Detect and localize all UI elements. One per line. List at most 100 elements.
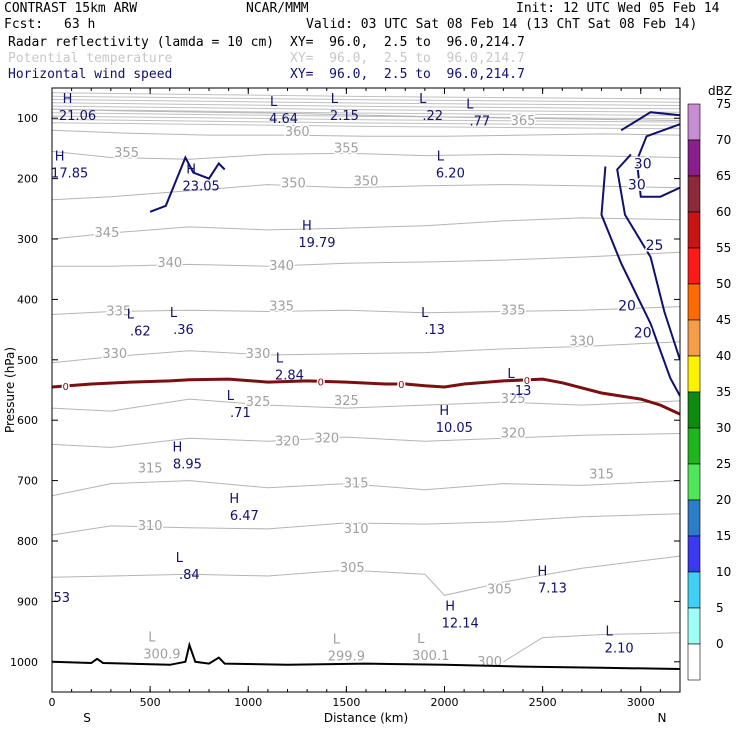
extremum-value: .22 xyxy=(422,109,443,124)
field-theta-name: Potential temperature xyxy=(8,51,173,66)
plot-area: 365 360 355 355 350 350 345 340 340 335 335 335 330 3… xyxy=(51,92,680,671)
theta-label: 355 xyxy=(334,141,359,156)
extremum-value: 17.85 xyxy=(51,166,88,181)
x-tick-label: 0 xyxy=(49,696,56,709)
extremum-letter: H xyxy=(173,440,183,455)
extremum-letter: L xyxy=(176,551,184,566)
extremum-letter: L xyxy=(417,632,425,647)
extremum-letter: H xyxy=(229,492,239,507)
extremum-letter: H xyxy=(439,404,449,419)
colorbar-swatch-15 xyxy=(687,535,701,573)
colorbar-swatch-40 xyxy=(687,355,701,393)
theta-contour-345 xyxy=(52,217,680,240)
field-reflectivity-xy: XY= 96.0, 2.5 to 96.0,214.7 xyxy=(290,35,525,50)
theta-label: 360 xyxy=(285,125,310,140)
x-tick-label: 3000 xyxy=(627,696,655,709)
theta-label: 330 xyxy=(102,347,127,362)
colorbar-unit: dBZ xyxy=(708,84,732,98)
reflectivity-label: 0 xyxy=(524,376,530,387)
extremum-value: 2.10 xyxy=(605,642,634,657)
reflectivity-label: 0 xyxy=(63,382,69,393)
extremum-letter: H xyxy=(63,92,73,107)
colorbar-swatch-55 xyxy=(687,247,701,285)
plot-content: 365 360 355 355 350 350 345 340 340 335 335 335 330 3… xyxy=(51,92,680,671)
extremum-value: 8.95 xyxy=(173,457,202,472)
colorbar-level-label: 40 xyxy=(716,349,731,363)
field-reflectivity-name: Radar reflectivity (lamda = 10 cm) xyxy=(8,35,275,50)
extremum-letter: L xyxy=(227,389,235,404)
extremum-letter: L xyxy=(507,367,515,382)
extremum-value: 299.9 xyxy=(328,650,365,665)
colorbar-swatch-50 xyxy=(687,283,701,321)
colorbar-level-label: 45 xyxy=(716,313,731,327)
colorbar-swatch-25 xyxy=(687,463,701,501)
theta-label: 330 xyxy=(246,347,271,362)
extremum-value: 6.47 xyxy=(230,509,259,524)
x-tick-label: 2500 xyxy=(529,696,557,709)
theta-contour-305 xyxy=(52,555,680,596)
extremum-value: 12.14 xyxy=(442,616,479,631)
theta-contour-310 xyxy=(52,513,680,536)
y-tick-label: 100 xyxy=(17,112,38,125)
init-time: Init: 12 UTC Wed 05 Feb 14 xyxy=(516,1,720,16)
colorbar-swatch-70 xyxy=(687,139,701,177)
theta-contour-365 xyxy=(52,108,680,122)
theta-label: 305 xyxy=(340,561,365,576)
theta-contour-330 xyxy=(52,341,680,364)
theta-label: 305 xyxy=(487,582,512,597)
colorbar-level-label: 15 xyxy=(716,529,731,543)
colorbar-level-label: 25 xyxy=(716,457,731,471)
y-tick-label: 200 xyxy=(17,173,38,186)
theta-label: 350 xyxy=(281,176,306,191)
y-tick-label: 300 xyxy=(17,233,38,246)
extremum-value: 300.1 xyxy=(412,649,449,664)
theta-contour-320 xyxy=(52,433,680,448)
colorbar-level-label: 35 xyxy=(716,385,731,399)
colorbar-level-label: 65 xyxy=(716,169,731,183)
theta-label: 340 xyxy=(157,256,182,271)
x-axis-label: Distance (km) xyxy=(324,711,408,725)
extremum-value: 23.05 xyxy=(183,180,220,195)
theta-label: 315 xyxy=(138,462,163,477)
colorbar-swatch-10 xyxy=(687,571,701,609)
theta-band-line xyxy=(52,92,680,100)
wind-label: 20 xyxy=(618,298,636,314)
theta-label: 345 xyxy=(95,226,120,241)
y-axis-label: Pressure (hPa) xyxy=(3,347,17,433)
extremum-value: .36 xyxy=(173,323,194,338)
theta-label: 320 xyxy=(275,434,300,449)
theta-label: 315 xyxy=(344,477,369,492)
fcst-value: 63 h xyxy=(64,17,96,32)
colorbar-swatch-0 xyxy=(687,643,701,681)
model-title: CONTRAST 15km ARW xyxy=(4,1,138,16)
x-end-right: N xyxy=(658,711,667,725)
extremum-value: .71 xyxy=(230,406,251,421)
extremum-letter: L xyxy=(421,306,429,321)
wind-label: 25 xyxy=(646,238,664,254)
wind-contour-30 xyxy=(635,123,680,198)
wind-label: 30 xyxy=(628,178,646,194)
edge-value: 53 xyxy=(54,591,71,606)
theta-contour-360 xyxy=(52,129,680,137)
theta-label: 300 xyxy=(477,655,502,670)
colorbar-level-label: 55 xyxy=(716,241,731,255)
colorbar-swatch-60 xyxy=(687,211,701,249)
theta-band-line xyxy=(52,102,680,110)
extremum-letter: L xyxy=(333,633,341,648)
extremum-letter: L xyxy=(148,631,156,646)
colorbar-swatch-35 xyxy=(687,391,701,429)
y-tick-label: 400 xyxy=(17,293,38,306)
field-wind-xy: XY= 96.0, 2.5 to 96.0,214.7 xyxy=(290,67,525,82)
x-tick-label: 500 xyxy=(140,696,161,709)
x-tick-label: 2000 xyxy=(431,696,459,709)
colorbar-level-label: 20 xyxy=(716,493,731,507)
theta-contour-355 xyxy=(52,150,680,160)
extremum-letter: L xyxy=(170,306,178,321)
theta-label: 335 xyxy=(106,304,131,319)
colorbar-swatch-30 xyxy=(687,427,701,465)
org-label: NCAR/MMM xyxy=(246,1,309,16)
extremum-value: 6.20 xyxy=(436,166,465,181)
colorbar-swatch-20 xyxy=(687,499,701,537)
x-tick-label: 1500 xyxy=(332,696,360,709)
